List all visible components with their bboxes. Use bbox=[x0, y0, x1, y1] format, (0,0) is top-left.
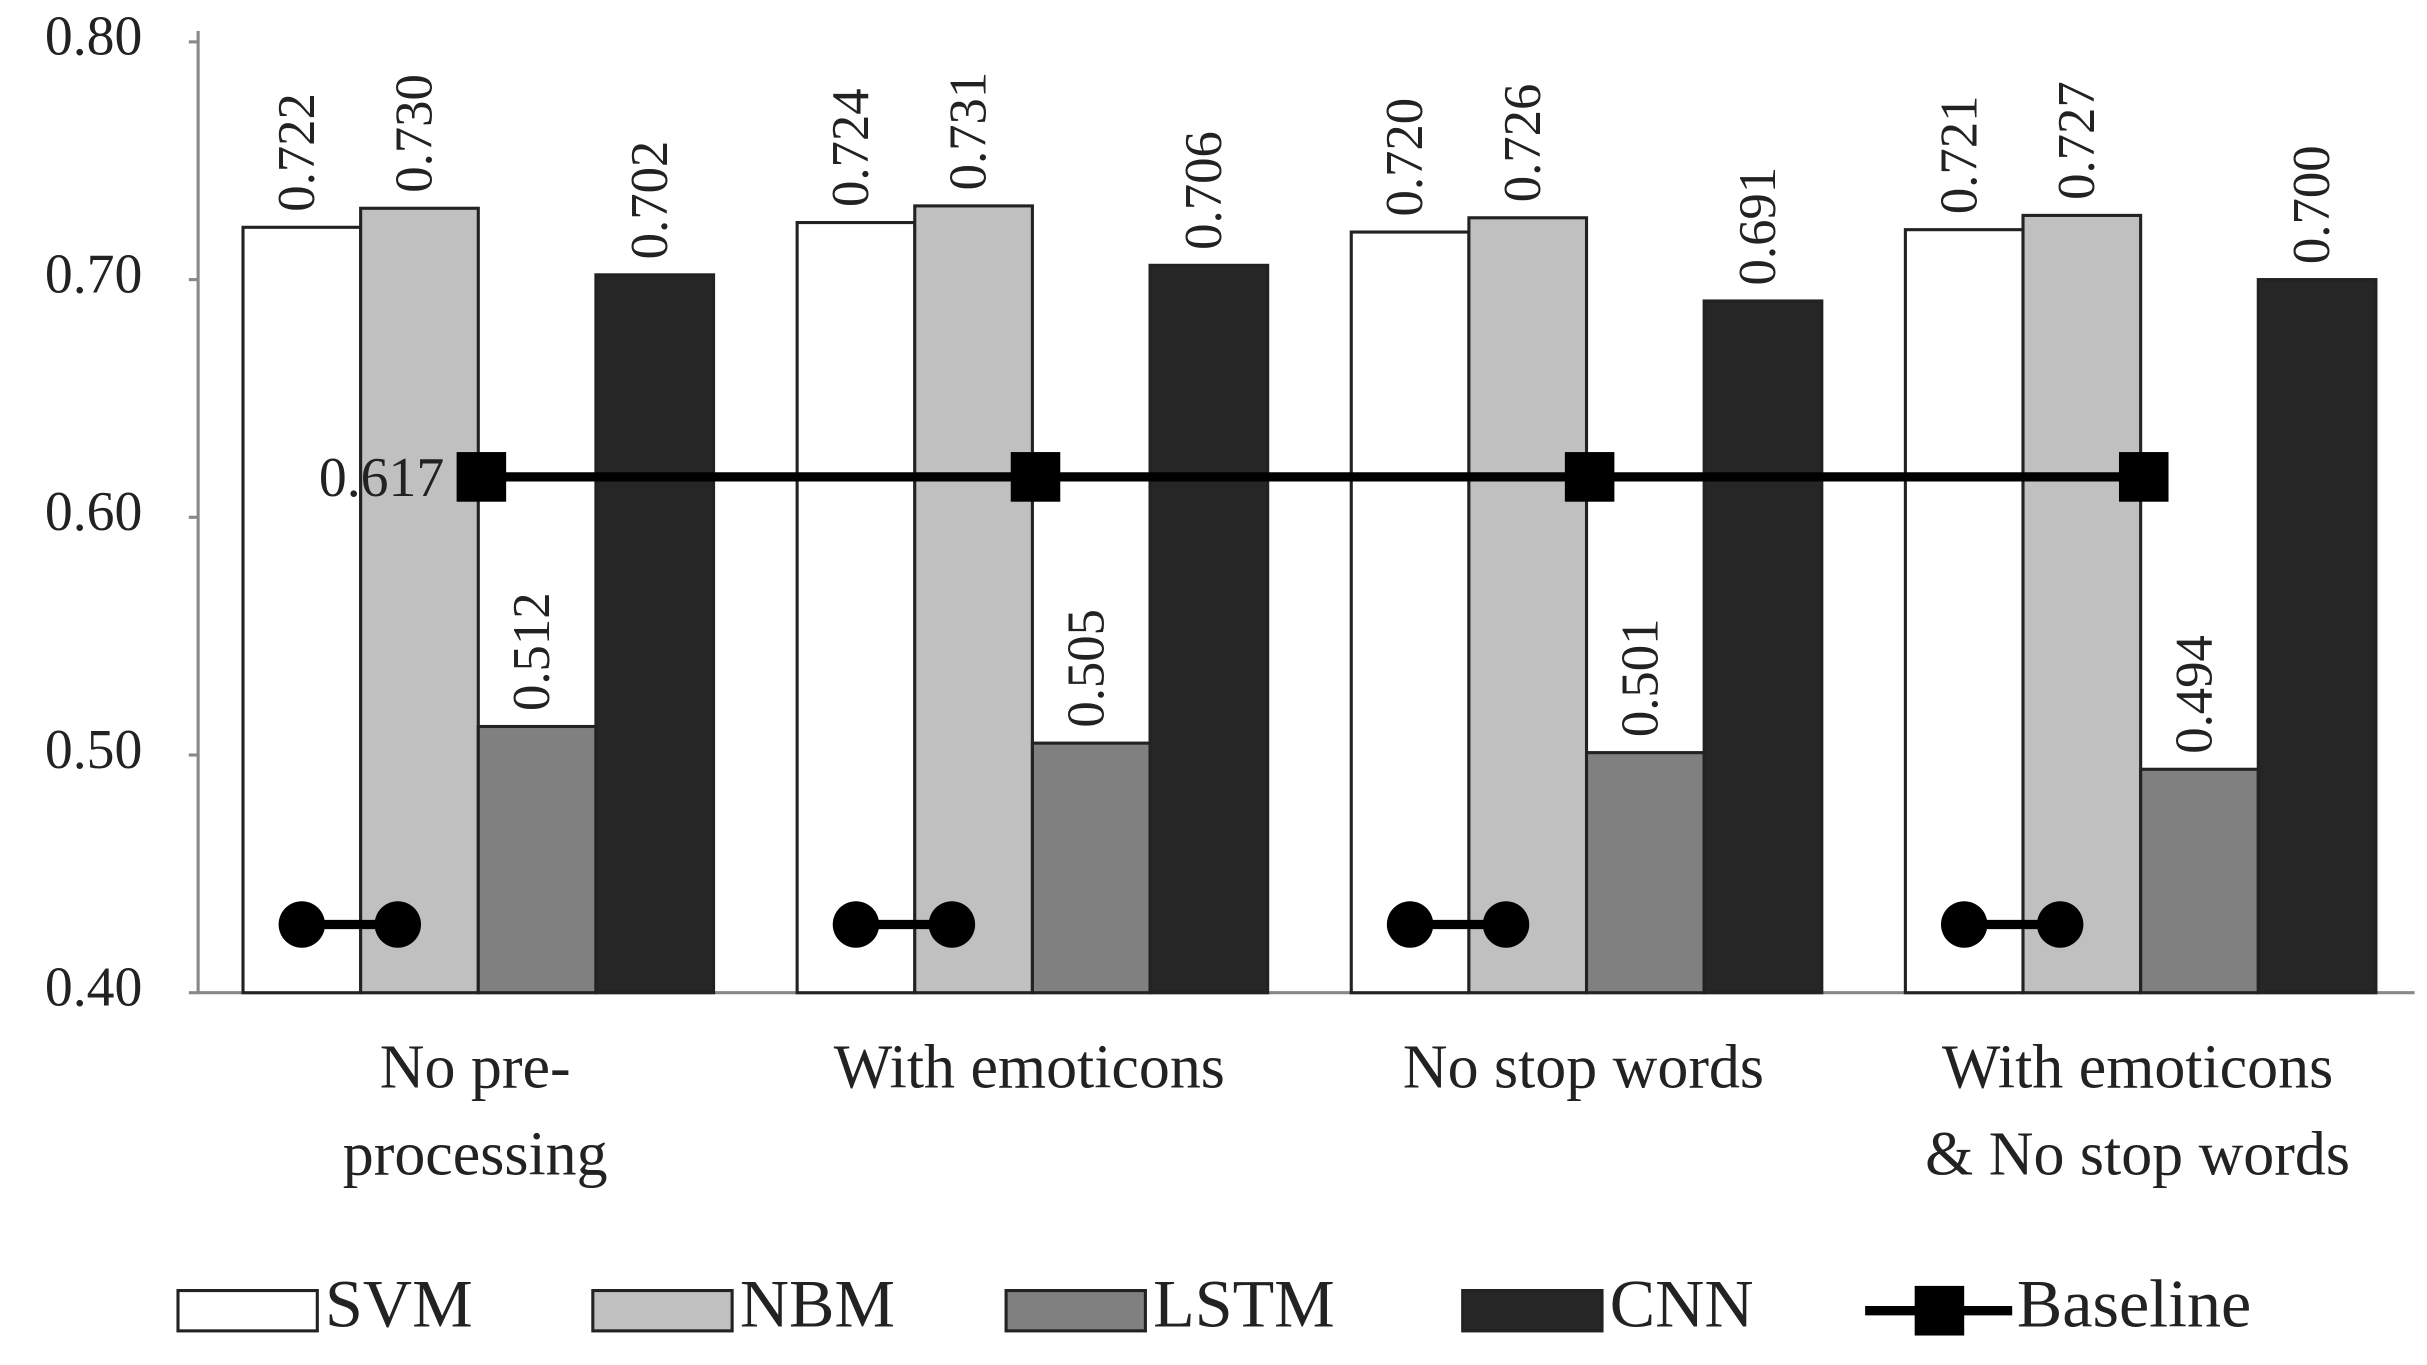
bar bbox=[594, 273, 716, 995]
bar bbox=[1467, 216, 1589, 995]
legend-swatch bbox=[1461, 1288, 1604, 1333]
connector-icon bbox=[1940, 901, 1988, 948]
value-label: 0.721 bbox=[1930, 96, 1988, 215]
connector-icon bbox=[1482, 901, 1530, 948]
connector-icon bbox=[832, 901, 880, 948]
value-label: 0.512 bbox=[503, 592, 561, 711]
legend-swatch bbox=[1914, 1285, 1965, 1336]
line-marker bbox=[1010, 452, 1061, 502]
bar bbox=[1903, 228, 2025, 995]
x-tick-label: No pre-processing bbox=[343, 1034, 608, 1189]
value-label: 0.691 bbox=[1729, 167, 1787, 286]
legend-label: Baseline bbox=[2017, 1265, 2251, 1341]
x-tick-label: With emoticons & No stop words bbox=[1925, 1034, 2350, 1189]
x-tick-label: With emoticons bbox=[834, 1034, 1225, 1102]
legend-label: LSTM bbox=[1153, 1265, 1335, 1341]
line-marker bbox=[456, 452, 507, 502]
y-tick-label: 0.80 bbox=[45, 6, 142, 68]
bar bbox=[795, 220, 917, 995]
line-marker bbox=[2118, 452, 2169, 502]
connector-icon bbox=[1386, 901, 1434, 948]
line-marker bbox=[1564, 452, 1615, 502]
value-label: 0.494 bbox=[2166, 635, 2224, 754]
legend-label: CNN bbox=[1610, 1265, 1754, 1341]
value-label: 0.726 bbox=[1494, 84, 1552, 203]
connector-icon bbox=[2036, 901, 2084, 948]
value-label: 0.724 bbox=[822, 88, 880, 207]
legend-swatch bbox=[591, 1288, 734, 1333]
bar bbox=[359, 206, 480, 995]
bar bbox=[476, 724, 598, 995]
bar bbox=[1030, 741, 1152, 995]
bar bbox=[913, 204, 1034, 995]
value-label: 0.730 bbox=[386, 74, 444, 193]
value-label: 0.702 bbox=[621, 141, 679, 260]
connector-icon bbox=[278, 901, 326, 948]
value-label: 0.617 bbox=[319, 447, 444, 509]
value-label: 0.731 bbox=[940, 72, 998, 191]
value-label: 0.706 bbox=[1175, 131, 1233, 250]
legend-label: NBM bbox=[740, 1265, 895, 1341]
y-tick-label: 0.60 bbox=[45, 481, 142, 543]
y-tick-label: 0.50 bbox=[45, 719, 142, 781]
value-label: 0.700 bbox=[2283, 145, 2341, 264]
legend-swatch bbox=[1004, 1288, 1147, 1333]
bar bbox=[2021, 213, 2143, 995]
bar bbox=[1584, 751, 1706, 995]
value-label: 0.505 bbox=[1057, 609, 1115, 728]
x-tick-label: No stop words bbox=[1403, 1034, 1764, 1102]
bar bbox=[241, 225, 363, 995]
value-label: 0.727 bbox=[2048, 81, 2106, 200]
y-tick-label: 0.70 bbox=[45, 243, 142, 305]
bar bbox=[2256, 278, 2378, 995]
value-label: 0.501 bbox=[1611, 618, 1669, 737]
legend-swatch bbox=[176, 1288, 319, 1333]
connector-icon bbox=[928, 901, 976, 948]
legend-label: SVM bbox=[325, 1265, 473, 1341]
value-label: 0.720 bbox=[1376, 98, 1434, 217]
bar bbox=[1148, 263, 1270, 995]
connector-icon bbox=[374, 901, 422, 948]
value-label: 0.722 bbox=[268, 93, 326, 212]
bar bbox=[2139, 767, 2260, 995]
bar bbox=[1702, 299, 1824, 995]
y-tick-label: 0.40 bbox=[45, 956, 142, 1018]
bar bbox=[1349, 230, 1471, 995]
